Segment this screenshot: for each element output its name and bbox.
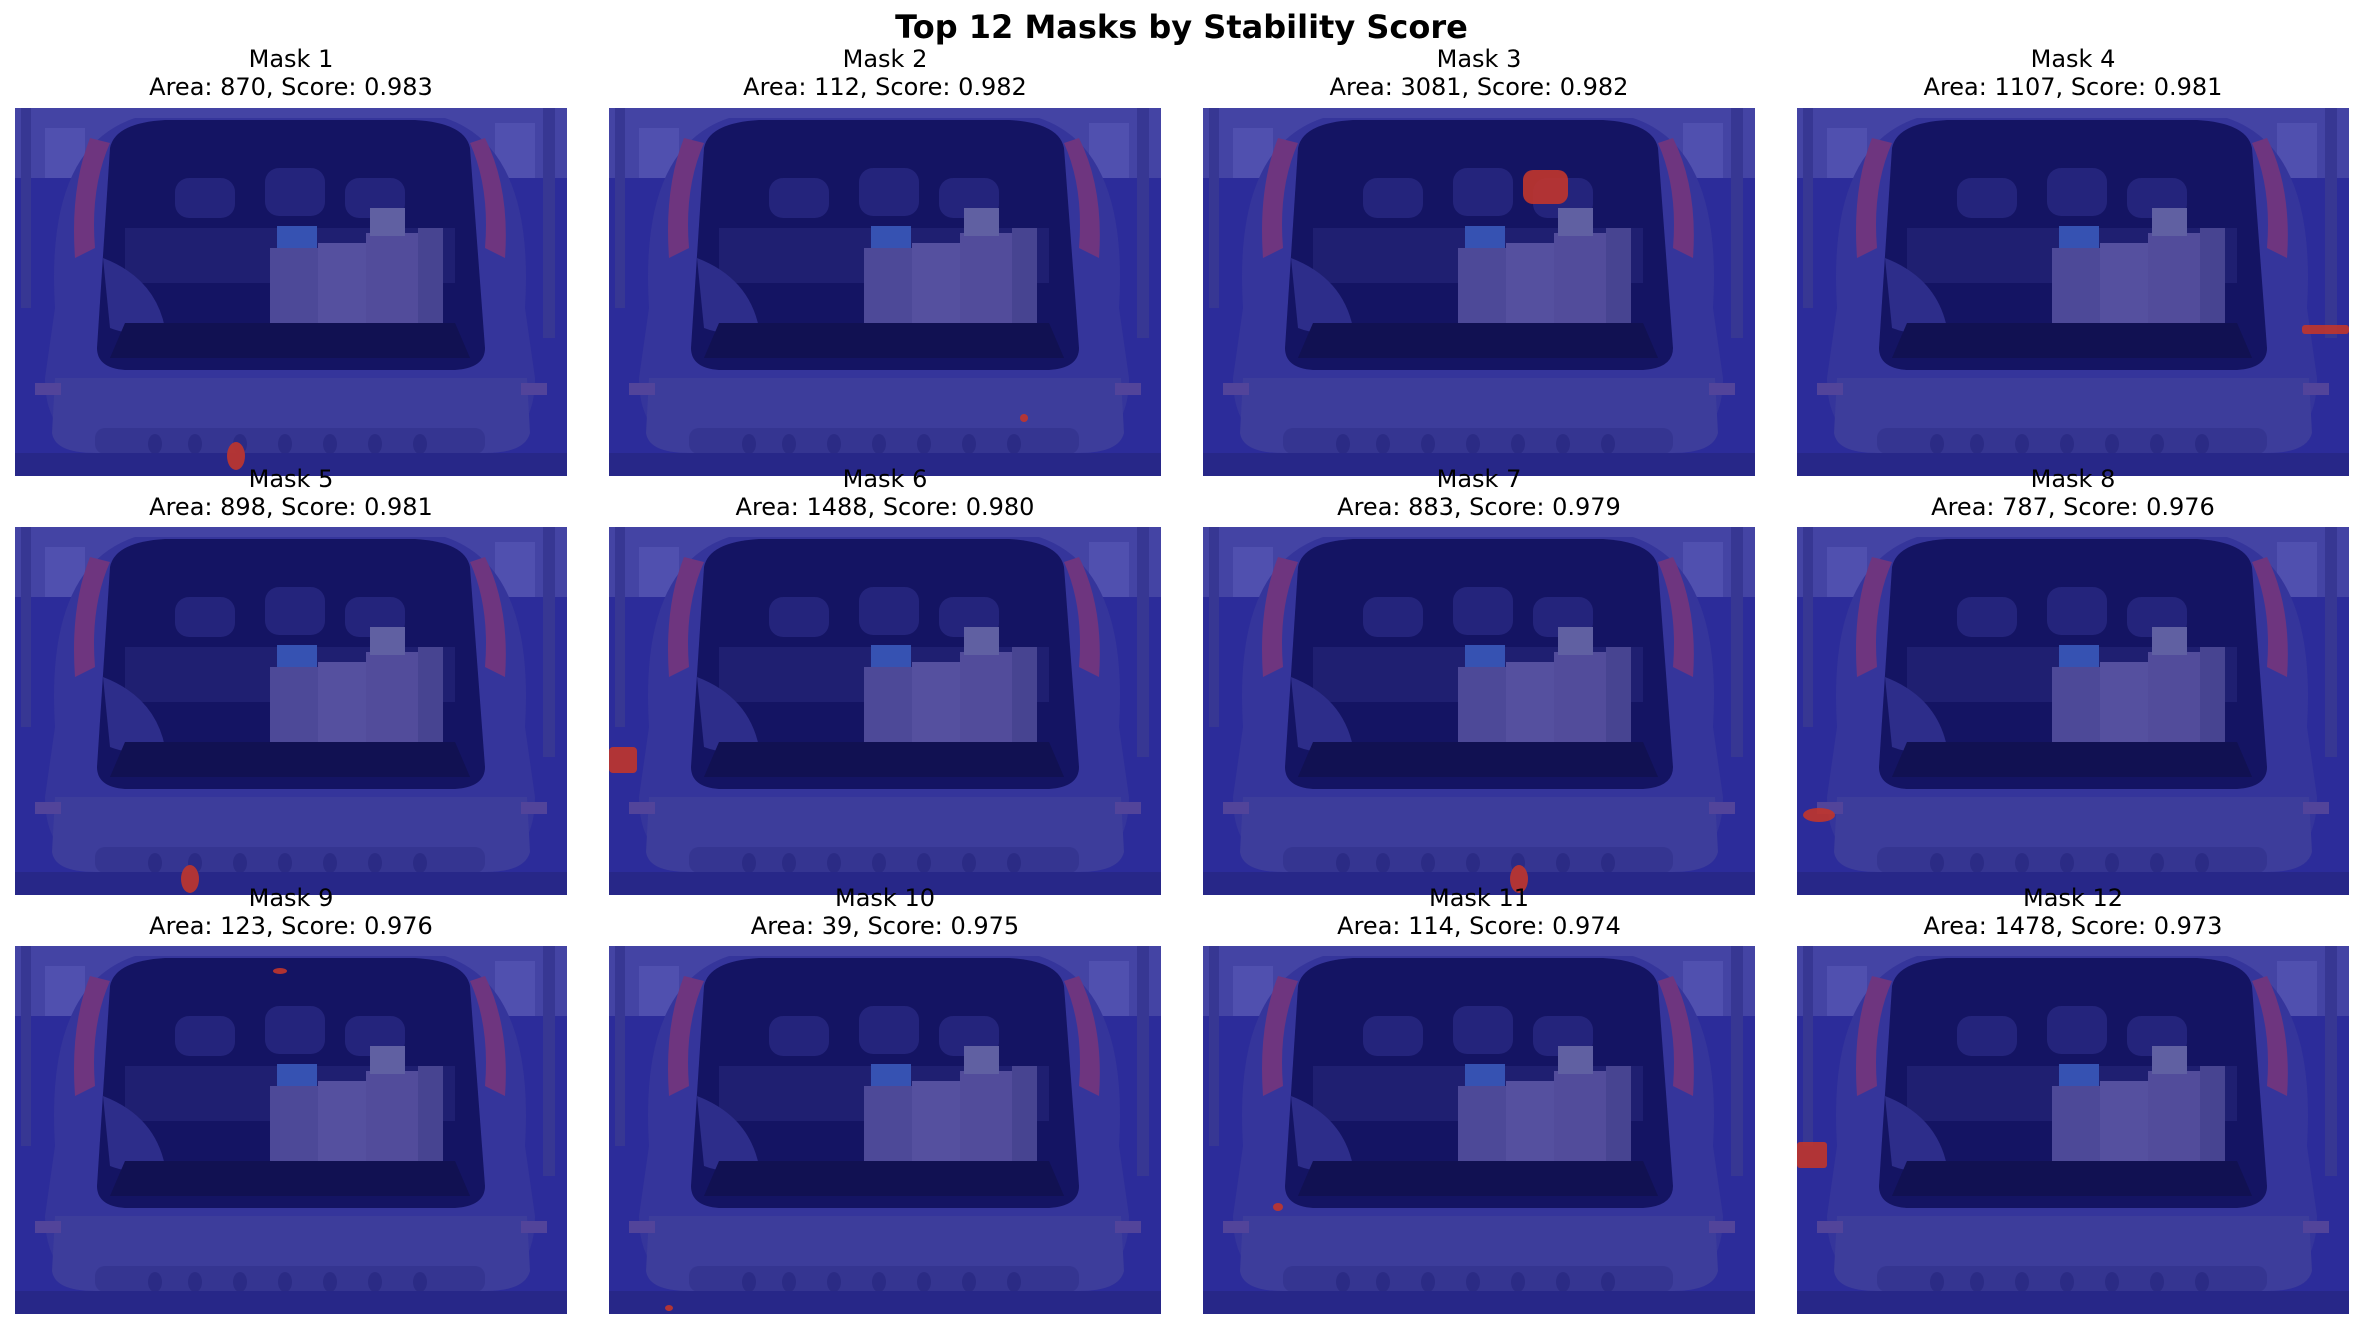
mask-info: Area: 112, Score: 0.982	[743, 73, 1027, 101]
mask-info: Area: 3081, Score: 0.982	[1329, 73, 1629, 101]
mask-overlay-image	[1797, 946, 2349, 1314]
panel-title: Mask 7 Area: 883, Score: 0.979	[1203, 465, 1755, 521]
mask-overlay-image	[609, 527, 1161, 895]
mask-highlight	[1510, 865, 1528, 893]
mask-label: Mask 5	[248, 465, 334, 493]
mask-label: Mask 10	[835, 884, 935, 912]
mask-info: Area: 1488, Score: 0.980	[735, 493, 1035, 521]
mask-label: Mask 12	[2023, 884, 2123, 912]
mask-highlight	[609, 747, 637, 773]
mask-overlay-image	[15, 946, 567, 1314]
mask-info: Area: 1478, Score: 0.973	[1923, 912, 2223, 940]
panel-title: Mask 12 Area: 1478, Score: 0.973	[1797, 884, 2349, 940]
mask-overlay-image	[1797, 527, 2349, 895]
mask-label: Mask 9	[248, 884, 334, 912]
mask-label: Mask 1	[248, 45, 334, 73]
panel-title: Mask 4 Area: 1107, Score: 0.981	[1797, 45, 2349, 101]
mask-label: Mask 7	[1436, 465, 1522, 493]
mask-overlay-image	[1203, 108, 1755, 476]
panel-title: Mask 10 Area: 39, Score: 0.975	[609, 884, 1161, 940]
mask-overlay-image	[15, 527, 567, 895]
mask-info: Area: 898, Score: 0.981	[149, 493, 433, 521]
mask-label: Mask 11	[1429, 884, 1529, 912]
mask-overlay-image	[609, 946, 1161, 1314]
mask-overlay-image	[15, 108, 567, 476]
panel-title: Mask 9 Area: 123, Score: 0.976	[15, 884, 567, 940]
mask-highlight	[2302, 325, 2349, 334]
panel-title: Mask 2 Area: 112, Score: 0.982	[609, 45, 1161, 101]
panel-title: Mask 5 Area: 898, Score: 0.981	[15, 465, 567, 521]
mask-info: Area: 883, Score: 0.979	[1337, 493, 1621, 521]
mask-label: Mask 4	[2030, 45, 2116, 73]
mask-highlight	[181, 865, 199, 893]
panel-title: Mask 3 Area: 3081, Score: 0.982	[1203, 45, 1755, 101]
mask-label: Mask 2	[842, 45, 928, 73]
mask-overlay-image	[1797, 108, 2349, 476]
mask-overlay-image	[609, 108, 1161, 476]
panel-title: Mask 11 Area: 114, Score: 0.974	[1203, 884, 1755, 940]
mask-highlight	[665, 1305, 673, 1311]
figure-title: Top 12 Masks by Stability Score	[895, 8, 1468, 46]
mask-label: Mask 6	[842, 465, 928, 493]
mask-info: Area: 39, Score: 0.975	[750, 912, 1020, 940]
panel-title: Mask 1 Area: 870, Score: 0.983	[15, 45, 567, 101]
mask-info: Area: 123, Score: 0.976	[149, 912, 433, 940]
mask-info: Area: 1107, Score: 0.981	[1923, 73, 2223, 101]
mask-info: Area: 787, Score: 0.976	[1931, 493, 2215, 521]
mask-overlay-image	[1203, 946, 1755, 1314]
mask-highlight	[1523, 170, 1568, 204]
mask-highlight	[1803, 808, 1835, 822]
panel-title: Mask 8 Area: 787, Score: 0.976	[1797, 465, 2349, 521]
mask-highlight	[1797, 1142, 1827, 1168]
panel-title: Mask 6 Area: 1488, Score: 0.980	[609, 465, 1161, 521]
mask-label: Mask 3	[1436, 45, 1522, 73]
mask-info: Area: 870, Score: 0.983	[149, 73, 433, 101]
mask-overlay-image	[1203, 527, 1755, 895]
mask-highlight	[227, 442, 245, 470]
mask-info: Area: 114, Score: 0.974	[1337, 912, 1621, 940]
mask-highlight	[273, 968, 287, 974]
mask-highlight	[1020, 414, 1028, 422]
mask-label: Mask 8	[2030, 465, 2116, 493]
mask-highlight	[1273, 1203, 1283, 1211]
